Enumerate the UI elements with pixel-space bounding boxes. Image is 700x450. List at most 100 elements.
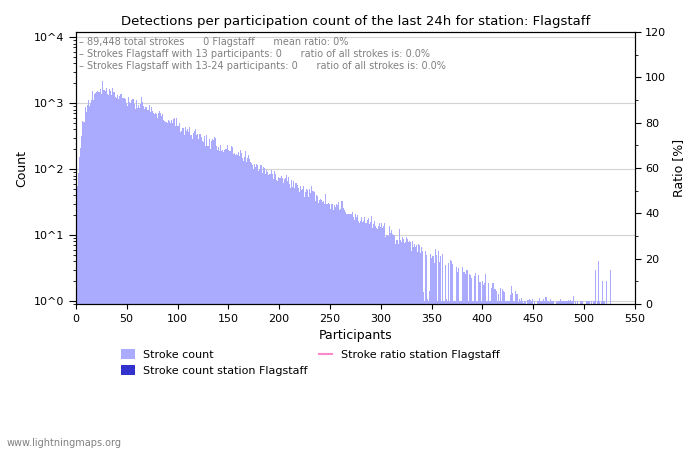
Bar [568, 300, 569, 450]
Bar [150, 108, 152, 450]
Bar [125, 99, 126, 450]
Bar [456, 272, 458, 450]
Bar [104, 90, 105, 450]
Bar [407, 242, 409, 450]
Bar [341, 201, 342, 450]
Bar [173, 119, 174, 450]
Bar [317, 196, 318, 450]
Bar [584, 331, 586, 450]
Bar [556, 301, 557, 450]
Bar [538, 301, 539, 450]
Bar [238, 153, 239, 450]
Bar [204, 136, 206, 450]
Bar [78, 173, 79, 450]
Bar [88, 100, 89, 450]
Bar [111, 94, 112, 450]
Bar [191, 135, 193, 450]
Bar [81, 136, 83, 450]
Bar [359, 223, 360, 450]
Bar [386, 235, 387, 450]
Bar [332, 211, 333, 450]
Bar [239, 156, 240, 450]
Bar [465, 274, 466, 450]
Bar [312, 191, 313, 450]
Bar [553, 301, 554, 450]
Bar [470, 278, 472, 450]
Y-axis label: Count: Count [15, 149, 28, 186]
Bar [232, 147, 233, 450]
Bar [542, 302, 543, 450]
Bar [167, 123, 168, 450]
Bar [272, 179, 274, 450]
Bar [355, 214, 356, 450]
Y-axis label: Ratio [%]: Ratio [%] [672, 139, 685, 197]
Bar [115, 97, 116, 450]
Bar [148, 105, 150, 450]
Bar [435, 249, 436, 450]
Bar [570, 300, 571, 450]
Bar [89, 106, 90, 450]
Bar [480, 282, 481, 450]
Bar [501, 301, 503, 450]
Bar [473, 301, 474, 450]
Bar [477, 301, 478, 450]
Bar [369, 224, 370, 450]
Bar [535, 310, 536, 450]
Bar [319, 200, 321, 450]
Bar [184, 135, 185, 450]
Bar [387, 235, 388, 450]
Bar [573, 296, 575, 450]
Bar [142, 102, 144, 450]
Bar [283, 183, 284, 450]
Bar [475, 273, 476, 450]
Bar [211, 139, 213, 450]
Bar [440, 256, 441, 450]
Bar [293, 181, 294, 450]
Bar [337, 202, 339, 450]
Bar [356, 216, 357, 450]
Text: – 89,448 total strokes      0 Flagstaff      mean ratio: 0%
– Strokes Flagstaff : – 89,448 total strokes 0 Flagstaff mean … [78, 37, 445, 71]
Bar [377, 229, 378, 450]
Bar [559, 301, 560, 450]
Bar [602, 281, 603, 450]
Bar [504, 292, 505, 450]
Bar [235, 155, 236, 450]
Bar [105, 91, 106, 450]
Bar [228, 150, 229, 450]
Bar [180, 132, 181, 450]
Bar [351, 214, 352, 450]
Bar [484, 283, 485, 450]
Bar [229, 151, 230, 450]
Bar [512, 293, 513, 450]
Bar [101, 94, 102, 450]
Text: www.lightningmaps.org: www.lightningmaps.org [7, 438, 122, 448]
Bar [528, 299, 530, 450]
Bar [303, 186, 304, 450]
Bar [87, 105, 88, 450]
Bar [515, 291, 517, 450]
Bar [152, 112, 153, 450]
Bar [543, 299, 544, 450]
Bar [560, 299, 561, 450]
Bar [113, 92, 114, 450]
Bar [379, 223, 380, 450]
Bar [601, 301, 602, 450]
Bar [541, 301, 542, 450]
Bar [335, 204, 337, 450]
Bar [251, 162, 252, 450]
Bar [536, 306, 537, 450]
Bar [79, 158, 81, 450]
Bar [267, 172, 269, 450]
Bar [469, 274, 470, 450]
Bar [114, 92, 115, 450]
Bar [421, 248, 422, 450]
Bar [305, 192, 306, 450]
Bar [179, 123, 180, 450]
Bar [595, 270, 596, 450]
Bar [578, 316, 580, 450]
Bar [593, 301, 594, 450]
Bar [85, 112, 87, 450]
Bar [533, 305, 534, 450]
Bar [526, 300, 528, 450]
Bar [517, 302, 519, 450]
